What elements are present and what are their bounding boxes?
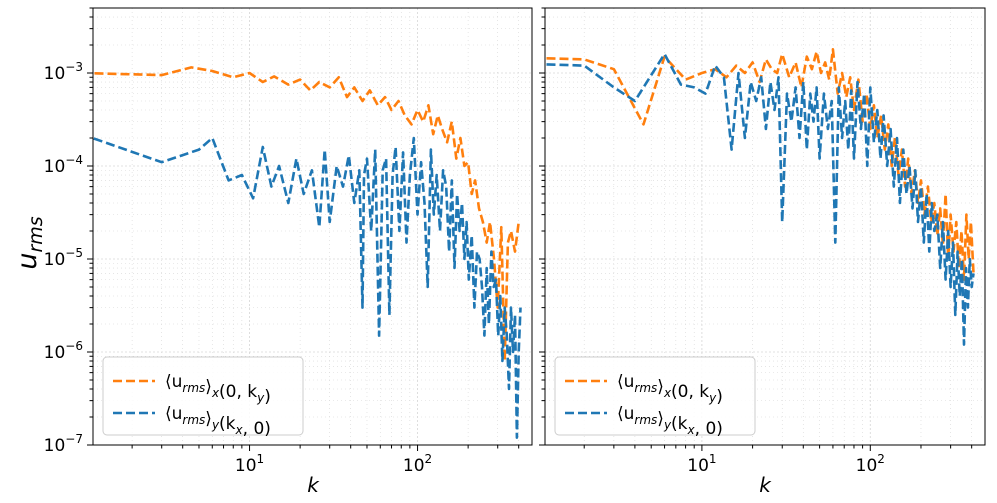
right-legend: ⟨urms⟩x(0, ky)⟨urms⟩y(kx, 0) xyxy=(554,356,756,439)
left-y-tick-label: 10−6 xyxy=(44,339,83,363)
right-series-line-blue xyxy=(545,52,975,346)
right-legend-box xyxy=(554,356,756,436)
left-series-line-orange xyxy=(93,66,520,363)
right-axes-frame xyxy=(544,7,986,446)
left-series-line-blue xyxy=(93,136,522,439)
left-axes-frame xyxy=(92,7,533,446)
left-legend-box xyxy=(102,356,304,436)
left-ticks: 101 102 10−7 10−6 10−5 10−4 10−3 xyxy=(44,7,520,476)
left-y-tick-label: 10−5 xyxy=(44,246,83,270)
left-legend-label: ⟨urms⟩y(kx, 0) xyxy=(165,404,271,439)
left-x-tick-label: 101 xyxy=(235,452,264,476)
left-legend: ⟨urms⟩x(0, ky)⟨urms⟩y(kx, 0) xyxy=(102,356,304,439)
left-chart-panel: 101 102 10−7 10−6 10−5 10−4 10−3 k ⟨urms⟩x(0, … xyxy=(44,7,533,497)
right-grid xyxy=(545,7,985,446)
left-y-tick-label: 10−7 xyxy=(44,432,83,456)
right-legend-label: ⟨urms⟩x(0, ky) xyxy=(617,372,723,407)
left-legend-label: ⟨urms⟩x(0, ky) xyxy=(165,372,271,407)
right-x-tick-label: 102 xyxy=(856,452,885,476)
right-x-axis-label: k xyxy=(759,473,772,497)
left-y-tick-label: 10−4 xyxy=(44,153,83,177)
y-axis-label-main: u xyxy=(12,253,43,270)
left-plot-area xyxy=(93,66,522,439)
left-x-axis-label: k xyxy=(307,473,320,497)
left-y-tick-label: 10−3 xyxy=(44,60,83,84)
right-legend-label: ⟨urms⟩y(kx, 0) xyxy=(617,404,723,439)
right-ticks: 101 102 xyxy=(539,7,973,476)
y-axis-label: urms xyxy=(12,216,47,269)
right-x-tick-label: 101 xyxy=(687,452,716,476)
right-chart-panel: 101 102 k ⟨urms⟩x(0, ky)⟨urms⟩y(kx, 0) xyxy=(539,7,986,497)
right-plot-area xyxy=(545,48,975,346)
left-x-tick-label: 102 xyxy=(403,452,432,476)
y-axis-label-subscript: rms xyxy=(25,216,47,252)
